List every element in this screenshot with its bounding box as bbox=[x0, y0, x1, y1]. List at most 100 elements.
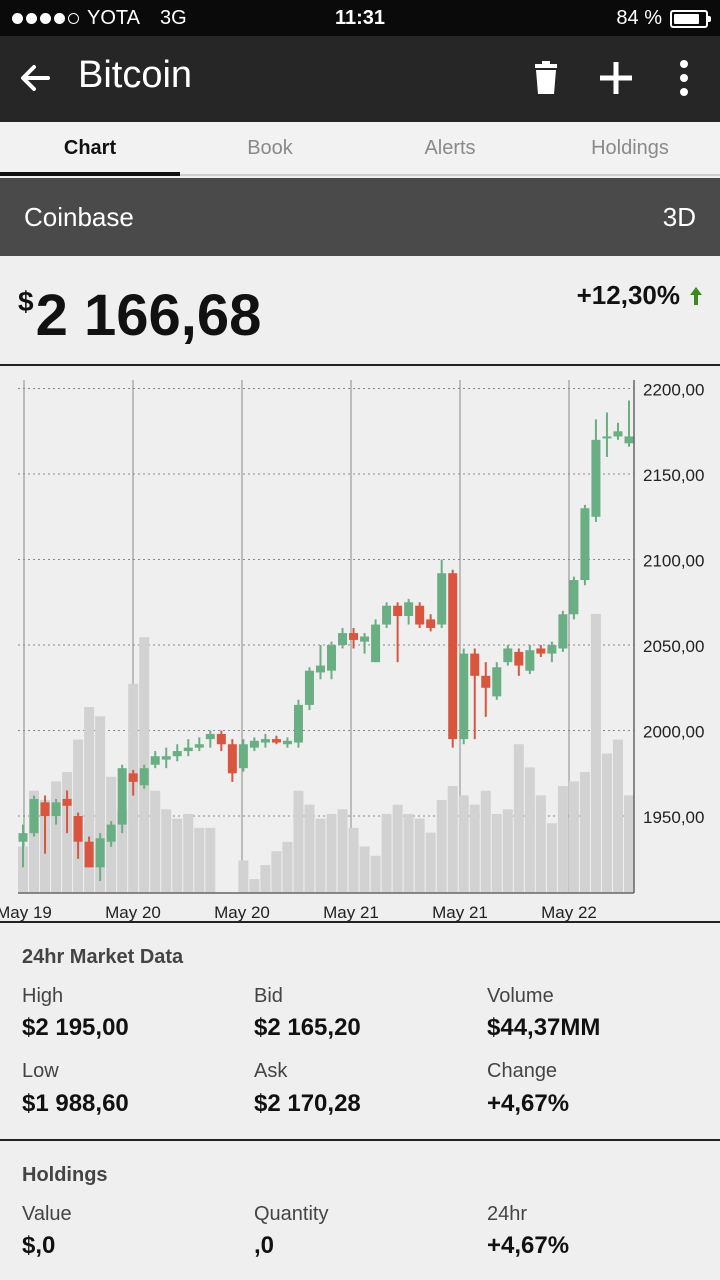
volume-bar bbox=[249, 879, 260, 893]
holdings-quantity: ,0 bbox=[254, 1232, 275, 1259]
candle-body bbox=[349, 633, 359, 640]
volume-bar bbox=[436, 800, 447, 893]
volume-bar bbox=[392, 804, 403, 893]
candle-body bbox=[580, 508, 590, 581]
candle-body bbox=[591, 439, 601, 517]
candle-body bbox=[503, 648, 513, 663]
tab-holdings[interactable]: Holdings bbox=[591, 137, 669, 159]
candle-body bbox=[470, 653, 480, 676]
volume-bar bbox=[161, 809, 172, 893]
tab-chart[interactable]: Chart bbox=[0, 122, 180, 176]
holdings-24hr-label: 24hr bbox=[487, 1203, 528, 1225]
volume-bar bbox=[480, 790, 491, 893]
candle-body bbox=[426, 619, 436, 628]
y-tick-label: 2200,00 bbox=[643, 381, 704, 400]
candle-body bbox=[437, 573, 447, 625]
candle-body bbox=[569, 580, 579, 615]
price-change-value: +12,30% bbox=[576, 280, 680, 310]
volume-bar bbox=[447, 786, 458, 893]
volume-bar bbox=[502, 809, 513, 893]
network-type: 3G bbox=[159, 7, 187, 29]
volume-value: $44,37MM bbox=[487, 1014, 601, 1041]
page-title: Bitcoin bbox=[78, 54, 193, 96]
candle-body bbox=[327, 645, 337, 671]
volume-bar bbox=[260, 865, 271, 893]
y-tick-label: 2000,00 bbox=[643, 723, 704, 742]
status-time: 11:31 bbox=[334, 7, 386, 29]
volume-label: Volume bbox=[487, 985, 554, 1007]
volume-bar bbox=[183, 813, 194, 893]
x-tick-label: May 19 bbox=[0, 903, 52, 922]
volume-bar bbox=[271, 851, 282, 893]
candle-body bbox=[338, 633, 348, 646]
volume-bar bbox=[403, 813, 414, 893]
exchange-name[interactable]: Coinbase bbox=[24, 202, 134, 232]
volume-bar bbox=[172, 818, 183, 893]
candle-body bbox=[602, 436, 612, 439]
candle-body bbox=[448, 573, 458, 740]
high-label: High bbox=[22, 985, 64, 1007]
volume-bar bbox=[205, 827, 216, 893]
section-divider bbox=[0, 1139, 720, 1141]
price-panel: $2 166,68 +12,30% bbox=[0, 256, 720, 366]
current-price: $2 166,68 bbox=[18, 282, 261, 349]
candle-body bbox=[613, 431, 623, 437]
trash-icon[interactable] bbox=[526, 58, 566, 98]
candle-body bbox=[393, 605, 403, 616]
candle-body bbox=[95, 838, 105, 868]
candle-body bbox=[514, 651, 524, 666]
change-value: +4,67% bbox=[487, 1090, 570, 1117]
volume-bar bbox=[381, 813, 392, 893]
holdings-value: $,0 bbox=[22, 1232, 56, 1259]
volume-bar bbox=[194, 827, 205, 893]
candle-body bbox=[492, 667, 502, 697]
low-label: Low bbox=[22, 1060, 59, 1082]
candlestick-chart[interactable]: 2200,00 2150,00 2100,00 2050,00 2000,00 1950,… bbox=[0, 366, 720, 922]
candle-body bbox=[18, 833, 28, 842]
plus-icon[interactable] bbox=[596, 58, 636, 98]
candle-body bbox=[227, 744, 237, 774]
back-arrow-icon[interactable] bbox=[16, 58, 56, 98]
holdings-24hr-value: +4,67% bbox=[487, 1232, 570, 1259]
price-chart[interactable]: 2200,00 2150,00 2100,00 2050,00 2000,00 1950,… bbox=[0, 366, 720, 922]
candle-body bbox=[194, 744, 204, 748]
volume-bar bbox=[315, 818, 326, 893]
arrow-up-icon bbox=[690, 286, 702, 305]
volume-bar bbox=[370, 855, 381, 893]
volume-bar bbox=[458, 795, 469, 893]
tab-book[interactable]: Book bbox=[247, 137, 293, 159]
volume-bar bbox=[117, 809, 128, 893]
candle-body bbox=[139, 768, 149, 786]
tab-alerts[interactable]: Alerts bbox=[424, 137, 476, 159]
candle-body bbox=[40, 802, 50, 817]
candle-body bbox=[216, 733, 226, 745]
candle-body bbox=[360, 636, 370, 642]
x-tick-label: May 20 bbox=[105, 903, 161, 922]
holdings-title: Holdings bbox=[22, 1164, 108, 1186]
candle-body bbox=[205, 733, 215, 740]
volume-bar bbox=[238, 860, 249, 893]
volume-bar bbox=[491, 813, 502, 893]
candle-body bbox=[404, 602, 414, 616]
status-bar: YOTA 3G 11:31 84 % bbox=[0, 0, 720, 36]
candle-body bbox=[282, 740, 292, 745]
volume-bar bbox=[304, 804, 315, 893]
more-vertical-icon[interactable] bbox=[664, 58, 704, 98]
volume-bar bbox=[612, 739, 623, 893]
ask-label: Ask bbox=[254, 1060, 288, 1082]
time-range[interactable]: 3D bbox=[662, 202, 696, 232]
volume-bar bbox=[513, 744, 524, 893]
y-tick-label: 2100,00 bbox=[643, 552, 704, 571]
candle-body bbox=[415, 605, 425, 625]
candle-body bbox=[249, 740, 259, 748]
exchange-bar[interactable]: Coinbase 3D bbox=[0, 178, 720, 256]
volume-bar bbox=[546, 823, 557, 893]
candle-body bbox=[106, 824, 116, 842]
volume-bar bbox=[326, 813, 337, 893]
volume-bar bbox=[51, 781, 62, 893]
app-bar: Bitcoin bbox=[0, 36, 720, 122]
volume-bar bbox=[414, 818, 425, 893]
candle-body bbox=[371, 624, 381, 663]
bid-value: $2 165,20 bbox=[254, 1014, 361, 1041]
volume-bar bbox=[29, 790, 40, 893]
